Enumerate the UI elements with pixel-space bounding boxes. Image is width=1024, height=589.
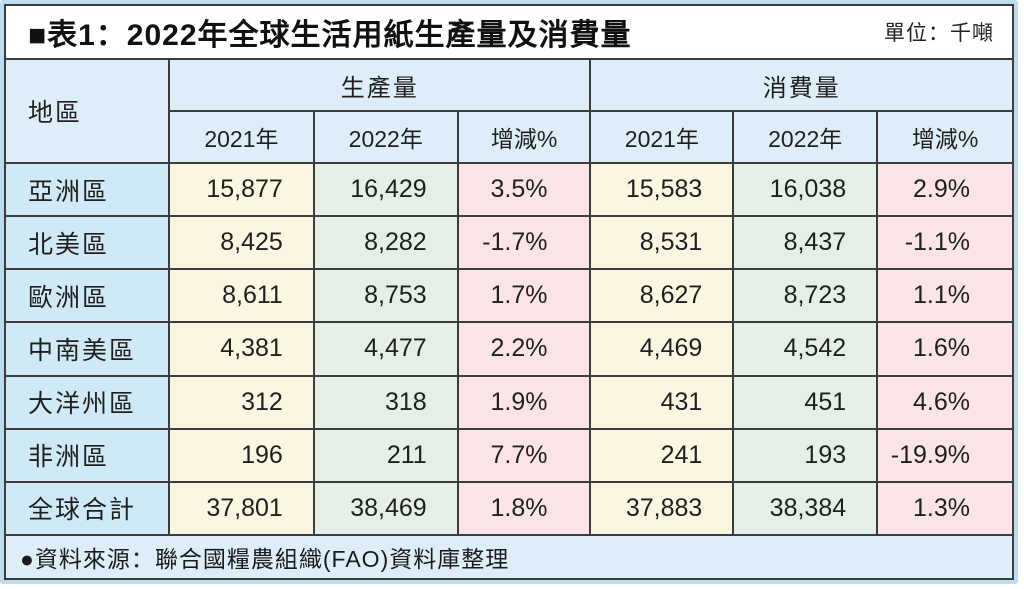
cons-change-cell: 1.1% (876, 268, 1012, 324)
cons-change-cell: 2.9% (876, 161, 1012, 218)
prod-change-cell: 2.2% (456, 321, 592, 377)
table-body: 亞洲區 15,877 16,429 3.5% 15,583 16,038 2.9… (6, 161, 1012, 537)
prod-2021-cell: 37,801 (167, 480, 315, 537)
table-row: 大洋州區 312 318 1.9% 431 451 4.6% (6, 374, 1012, 430)
prod-2021-cell: 8,611 (167, 268, 315, 324)
prod-2022-cell: 318 (312, 374, 459, 430)
table-panel: ■表1：2022年全球生活用紙生產量及消費量 單位：千噸 地區 生產量 消費量 (4, 4, 1014, 580)
cons-2022-cell: 16,038 (732, 161, 879, 218)
cons-2022-cell: 193 (732, 427, 879, 483)
cons-2021-cell: 4,469 (589, 321, 735, 377)
prod-change-cell: -1.7% (456, 215, 592, 271)
page-title: ■表1：2022年全球生活用紙生產量及消費量 (28, 19, 632, 52)
region-cell: 亞洲區 (6, 161, 170, 218)
prod-2021-cell: 196 (167, 427, 315, 483)
cons-2021-cell: 431 (589, 374, 735, 430)
cons-2021-cell: 241 (589, 427, 735, 483)
prod-change-cell: 3.5% (456, 161, 592, 218)
production-group-header: 生產量 (167, 58, 592, 112)
cons-change-cell: 1.3% (876, 480, 1012, 537)
cons-2021-cell: 15,583 (589, 161, 735, 218)
region-cell: 非洲區 (6, 427, 170, 483)
cons-2022-cell: 4,542 (732, 321, 879, 377)
table-row: 亞洲區 15,877 16,429 3.5% 15,583 16,038 2.9… (6, 161, 1012, 218)
prod-2022-header: 2022年 (312, 110, 459, 164)
table-row: 歐洲區 8,611 8,753 1.7% 8,627 8,723 1.1% (6, 268, 1012, 324)
unit-label: 單位：千噸 (884, 22, 994, 45)
prod-2022-cell: 8,282 (312, 215, 459, 271)
cons-change-header: 增減% (876, 110, 1012, 164)
cons-2021-cell: 8,627 (589, 268, 735, 324)
cons-2022-cell: 8,723 (732, 268, 879, 324)
prod-2022-cell: 211 (312, 427, 459, 483)
prod-2021-cell: 312 (167, 374, 315, 430)
year-header-row: 2021年 2022年 增減% 2021年 2022年 增減% (6, 110, 1012, 164)
cons-2022-cell: 8,437 (732, 215, 879, 271)
table-row: 北美區 8,425 8,282 -1.7% 8,531 8,437 -1.1% (6, 215, 1012, 271)
prod-2021-cell: 15,877 (167, 161, 315, 218)
prod-change-cell: 7.7% (456, 427, 592, 483)
prod-2022-cell: 8,753 (312, 268, 459, 324)
cons-change-cell: 1.6% (876, 321, 1012, 377)
title-bar: ■表1：2022年全球生活用紙生產量及消費量 單位：千噸 (6, 6, 1012, 58)
cons-2022-header: 2022年 (732, 110, 879, 164)
cons-change-cell: -1.1% (876, 215, 1012, 271)
table-row: 非洲區 196 211 7.7% 241 193 -19.9% (6, 427, 1012, 483)
prod-2022-cell: 4,477 (312, 321, 459, 377)
prod-change-header: 增減% (456, 110, 592, 164)
cons-2022-cell: 38,384 (732, 480, 879, 537)
prod-change-cell: 1.9% (456, 374, 592, 430)
prod-2021-header: 2021年 (168, 110, 315, 164)
prod-2022-cell: 16,429 (312, 161, 459, 218)
region-cell: 歐洲區 (6, 268, 170, 324)
region-cell: 大洋州區 (6, 374, 170, 430)
table-row: 全球合計 37,801 38,469 1.8% 37,883 38,384 1.… (6, 480, 1012, 537)
cons-2021-header: 2021年 (589, 110, 735, 164)
prod-change-cell: 1.7% (456, 268, 592, 324)
region-cell: 北美區 (6, 215, 170, 271)
prod-change-cell: 1.8% (456, 480, 592, 537)
prod-2022-cell: 38,469 (312, 480, 459, 537)
cons-2021-cell: 8,531 (589, 215, 735, 271)
cons-2021-cell: 37,883 (589, 480, 735, 537)
consumption-group-header: 消費量 (589, 58, 1012, 112)
prod-2021-cell: 8,425 (167, 215, 315, 271)
region-cell: 中南美區 (6, 321, 170, 377)
source-note: ●資料來源：聯合國糧農組織(FAO)資料庫整理 (6, 536, 1012, 578)
region-cell: 全球合計 (6, 480, 170, 537)
cons-2022-cell: 451 (732, 374, 879, 430)
table-header: 地區 生產量 消費量 2021年 2022年 增減% 2021年 2022年 增… (6, 58, 1012, 164)
data-table: 地區 生產量 消費量 2021年 2022年 增減% 2021年 2022年 增… (6, 58, 1012, 537)
cons-change-cell: -19.9% (876, 427, 1012, 483)
table-row: 中南美區 4,381 4,477 2.2% 4,469 4,542 1.6% (6, 321, 1012, 377)
cons-change-cell: 4.6% (876, 374, 1012, 430)
region-column-header: 地區 (6, 58, 170, 164)
prod-2021-cell: 4,381 (167, 321, 315, 377)
group-header-row: 地區 生產量 消費量 (6, 58, 1012, 164)
